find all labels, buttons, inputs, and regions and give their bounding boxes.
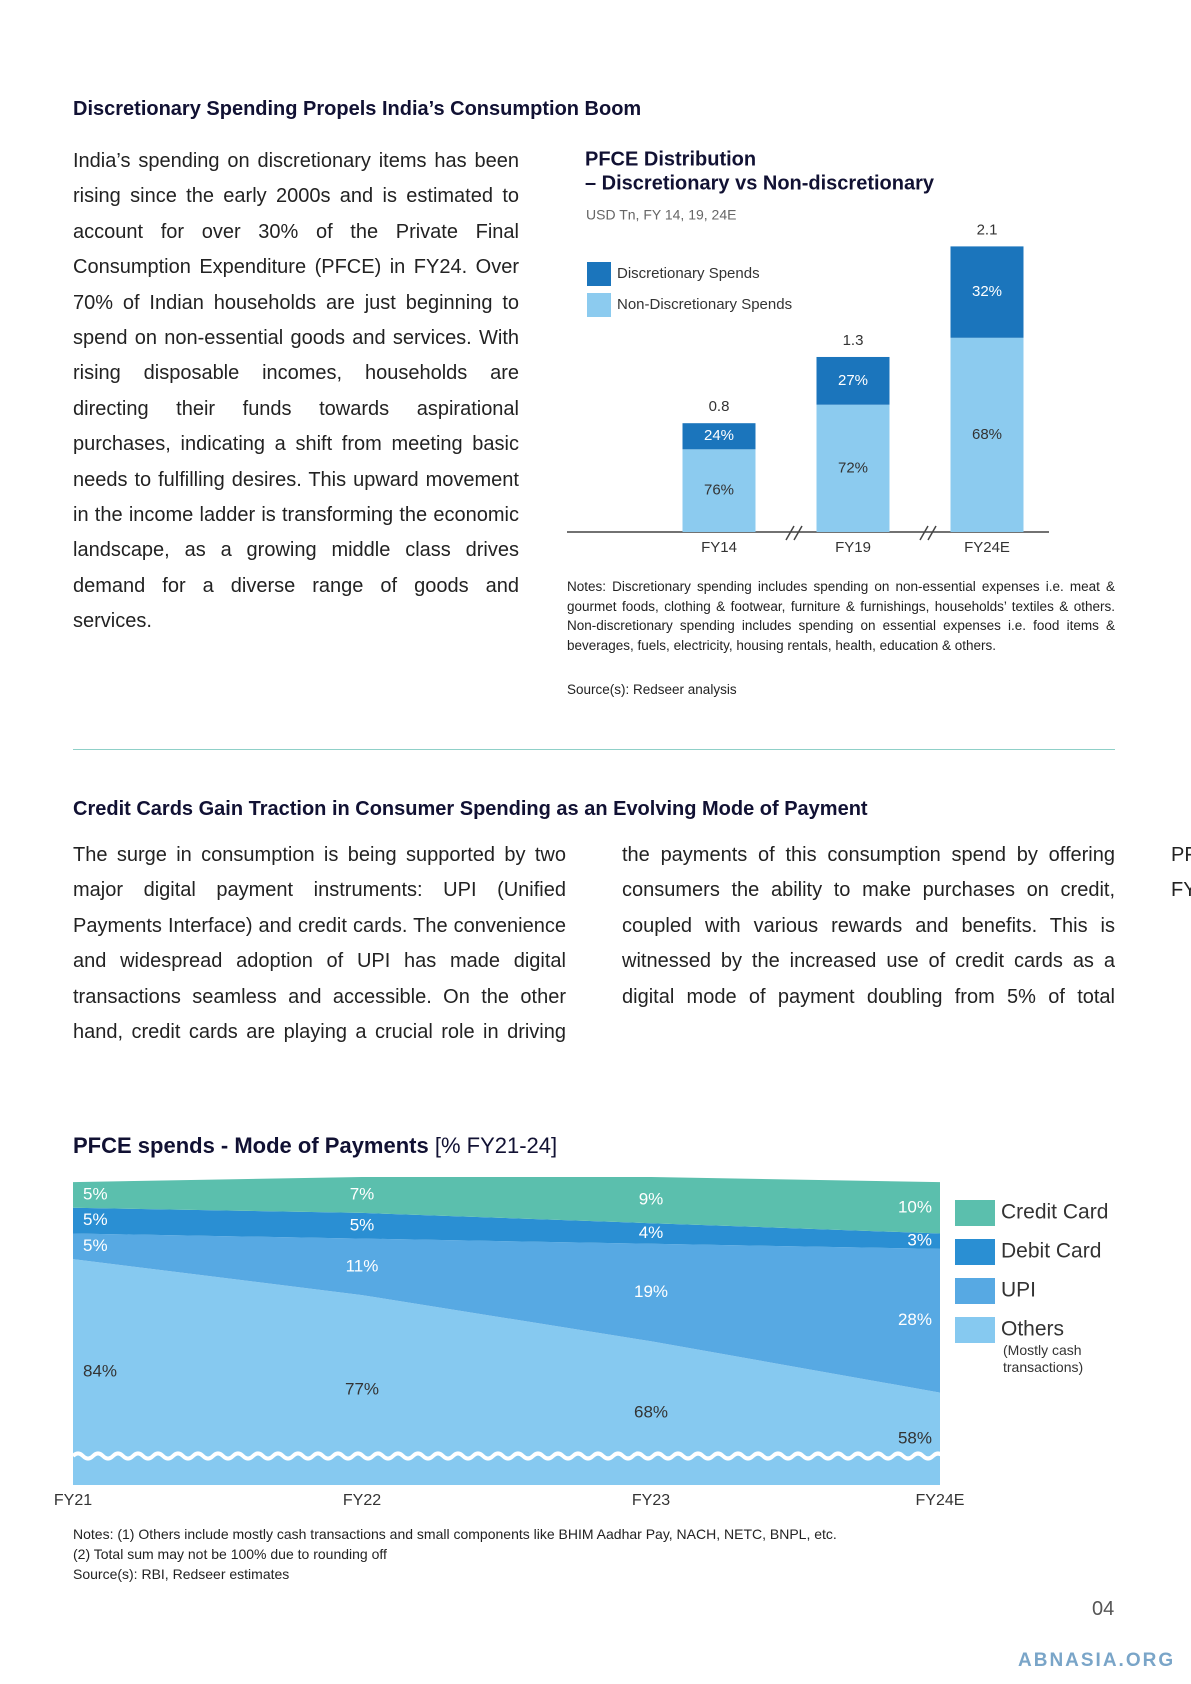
section-title: Discretionary Spending Propels India’s C… — [73, 98, 642, 120]
data-label: 27% — [838, 372, 868, 389]
note-line: (2) Total sum may not be 100% due to rou… — [73, 1546, 387, 1562]
data-label: 68% — [972, 426, 1002, 443]
data-label: 3% — [907, 1231, 932, 1250]
legend-swatch — [587, 293, 611, 317]
notes: Notes: (1) Others include mostly cash tr… — [73, 1524, 837, 1584]
data-label: 24% — [704, 427, 734, 444]
legend-label: Others — [1001, 1318, 1064, 1341]
area — [73, 1233, 940, 1393]
data-label: 58% — [898, 1428, 932, 1447]
data-label: 76% — [704, 482, 734, 499]
bar-segment — [950, 337, 1024, 532]
axis-break-wave — [71, 1451, 955, 1461]
data-label: 7% — [350, 1184, 375, 1203]
legend-label: Credit Card — [1001, 1201, 1108, 1224]
paragraph: India’s spending on discretionary items … — [73, 150, 519, 633]
chart-source: Source(s): Redseer analysis — [567, 682, 737, 697]
x-tick-label: FY23 — [632, 1492, 670, 1509]
area — [73, 1207, 940, 1249]
note-line: Source(s): RBI, Redseer estimates — [73, 1566, 290, 1582]
x-tick-label: FY21 — [54, 1492, 92, 1509]
page-number: 04 — [1092, 1598, 1115, 1620]
legend-swatch — [955, 1278, 995, 1304]
chart-title: PFCE Distribution — [585, 148, 756, 170]
legend-swatch — [955, 1239, 995, 1265]
bar-segment — [816, 404, 890, 532]
bar-segment — [682, 423, 756, 450]
x-tick-label: FY24E — [964, 539, 1010, 556]
chart-title-suffix: [% FY21-24] — [434, 1133, 558, 1158]
watermark: ABNASIA.ORG — [1018, 1650, 1176, 1671]
divider — [73, 749, 1115, 750]
data-label: 5% — [83, 1184, 108, 1203]
data-label: 77% — [345, 1380, 379, 1399]
data-label: 9% — [639, 1190, 664, 1209]
x-tick-label: FY14 — [701, 539, 737, 556]
data-label: 72% — [838, 459, 868, 476]
legend-swatch — [955, 1317, 995, 1343]
total-label: 2.1 — [977, 221, 998, 238]
bar-segment — [950, 246, 1024, 338]
x-tick-label: FY24E — [916, 1492, 965, 1509]
bar-chart: PFCE Distribution– Discretionary vs Non-… — [567, 148, 1049, 556]
data-label: 28% — [898, 1310, 932, 1329]
note-line: Notes: (1) Others include mostly cash tr… — [73, 1526, 837, 1542]
data-label: 4% — [639, 1223, 664, 1242]
legend-label: Non-Discretionary Spends — [617, 296, 792, 313]
data-label: 10% — [898, 1197, 932, 1216]
legend-label: Discretionary Spends — [617, 265, 760, 282]
chart-title: – Discretionary vs Non-discretionary — [585, 172, 935, 194]
paragraph: The surge in consumption is being suppor… — [73, 844, 1191, 1044]
chart-subtitle: USD Tn, FY 14, 19, 24E — [586, 207, 736, 223]
legend-swatch — [587, 262, 611, 286]
legend-note: (Mostly cash transactions) — [1003, 1342, 1084, 1375]
data-label: 84% — [83, 1362, 117, 1381]
data-label: 5% — [83, 1210, 108, 1229]
area-labels: 84% 77% 68% 58% 5% 11% 19% 28% 5% 5% 4% 3% 5% 7% 9% 10%… — [54, 1184, 1109, 1509]
data-label: 5% — [350, 1215, 375, 1234]
chart-title: PFCE spends - Mode of Payments [% FY21-2… — [73, 1133, 557, 1159]
x-tick-label: FY22 — [343, 1492, 381, 1509]
legend-label: UPI — [1001, 1279, 1036, 1302]
x-tick-label: FY19 — [835, 539, 871, 556]
legend-swatch — [955, 1200, 995, 1226]
data-label: 19% — [634, 1282, 668, 1301]
axis-break — [785, 525, 937, 541]
legend-label: Debit Card — [1001, 1240, 1101, 1263]
bar-segment — [816, 356, 890, 405]
total-label: 0.8 — [709, 398, 730, 415]
area — [73, 1259, 940, 1485]
section-title: Credit Cards Gain Traction in Consumer S… — [73, 798, 868, 820]
chart-notes: Notes: Discretionary spending includes s… — [567, 579, 1115, 653]
area — [73, 1177, 940, 1234]
total-label: 1.3 — [843, 332, 864, 349]
area-chart — [73, 1177, 940, 1485]
data-label: 68% — [634, 1403, 668, 1422]
bar-segment — [682, 449, 756, 532]
data-label: 32% — [972, 283, 1002, 300]
chart-title-main: PFCE spends - Mode of Payments — [73, 1133, 429, 1158]
data-label: 5% — [83, 1236, 108, 1255]
data-label: 11% — [346, 1256, 379, 1275]
